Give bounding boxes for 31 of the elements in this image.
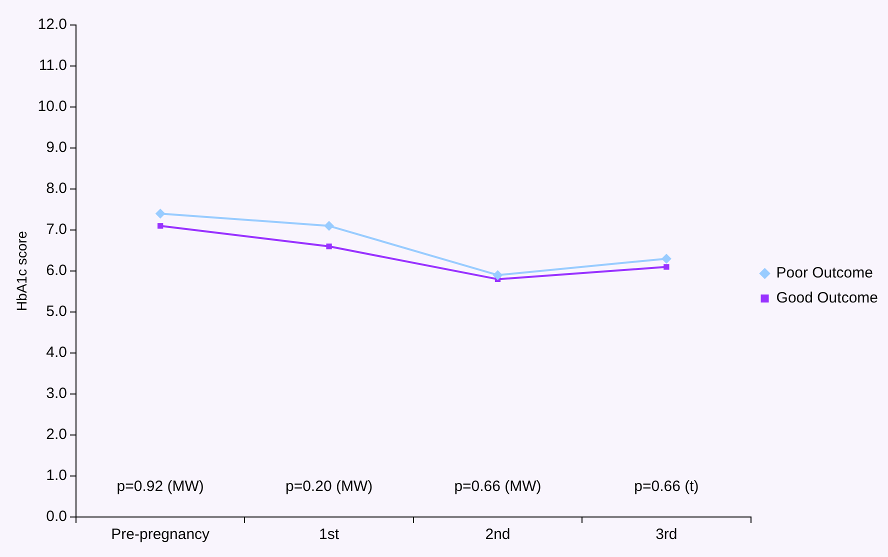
legend-label: Good Outcome xyxy=(776,290,878,307)
legend-label: Poor Outcome xyxy=(776,264,873,282)
y-tick-label: 6.0 xyxy=(46,262,67,280)
y-tick-label: 12.0 xyxy=(38,16,67,34)
annotation: p=0.20 (MW) xyxy=(285,478,373,496)
annotation: p=0.66 (MW) xyxy=(454,478,542,496)
y-tick-label: 1.0 xyxy=(46,467,67,484)
y-tick-label: 10.0 xyxy=(38,98,67,116)
y-tick-label: 9.0 xyxy=(46,139,67,156)
y-tick-label: 8.0 xyxy=(46,180,67,198)
point xyxy=(324,220,334,231)
y-tick-label: 11.0 xyxy=(38,57,67,74)
annotation: p=0.92 (MW) xyxy=(116,478,204,496)
annotation: p=0.66 (t) xyxy=(634,478,699,496)
point xyxy=(661,254,672,264)
point xyxy=(326,244,332,250)
y-axis-title: HbA1c score xyxy=(13,230,30,312)
y-tick-label: 4.0 xyxy=(46,344,67,362)
point xyxy=(158,223,164,229)
y-tick-label: 5.0 xyxy=(46,303,67,320)
x-tick-label: Pre-pregnancy xyxy=(111,526,210,544)
y-tick-label: 3.0 xyxy=(46,385,67,402)
x-tick-label: 1st xyxy=(319,526,340,544)
point xyxy=(664,264,670,270)
point xyxy=(155,208,166,219)
y-tick-label: 7.0 xyxy=(46,221,67,238)
x-tick-label: 3rd xyxy=(656,526,678,544)
point xyxy=(492,270,503,280)
y-tick-label: 2.0 xyxy=(46,426,67,444)
y-tick-label: 0.0 xyxy=(46,508,67,526)
x-tick-label: 2nd xyxy=(485,526,510,544)
